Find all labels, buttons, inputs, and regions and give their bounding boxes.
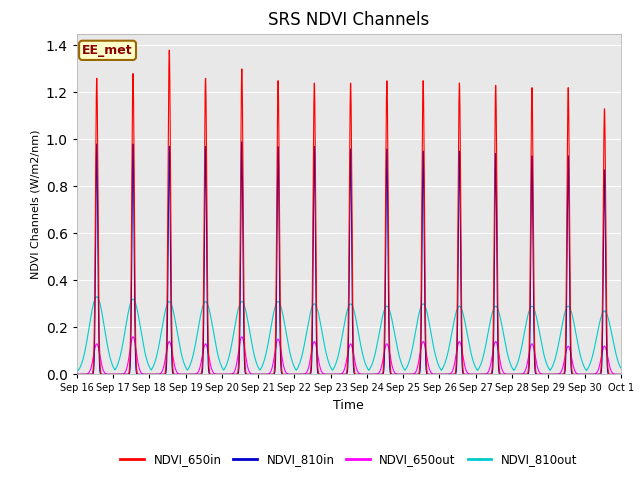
NDVI_650out [612, 372, 620, 377]
NDVI_650out [205, 354, 212, 360]
Title: SRS NDVI Channels: SRS NDVI Channels [268, 11, 429, 29]
NDVI_650in [612, 372, 620, 377]
NDVI_650in [317, 372, 324, 377]
NDVI_810out [612, 353, 620, 359]
Line: NDVI_650in: NDVI_650in [77, 50, 621, 374]
NDVI_810in [205, 369, 212, 375]
NDVI_810out [617, 365, 625, 371]
NDVI_810in [73, 372, 81, 377]
NDVI_650out [129, 334, 137, 340]
Line: NDVI_810in: NDVI_810in [77, 142, 621, 374]
Y-axis label: NDVI Channels (W/m2/nm): NDVI Channels (W/m2/nm) [30, 129, 40, 279]
NDVI_650out [617, 372, 625, 377]
NDVI_650out [202, 341, 210, 347]
NDVI_810in [617, 372, 625, 377]
NDVI_650out [278, 354, 286, 360]
NDVI_810in [238, 139, 246, 144]
NDVI_810in [278, 371, 286, 377]
NDVI_810out [93, 294, 100, 300]
NDVI_810in [317, 372, 324, 377]
NDVI_650in [166, 47, 173, 53]
X-axis label: Time: Time [333, 399, 364, 412]
NDVI_650in [617, 372, 625, 377]
NDVI_810out [317, 322, 324, 327]
NDVI_810out [200, 302, 207, 308]
NDVI_650out [73, 372, 81, 377]
NDVI_650out [317, 366, 324, 372]
NDVI_810out [73, 369, 81, 375]
NDVI_650out [200, 348, 207, 354]
Line: NDVI_810out: NDVI_810out [77, 297, 621, 372]
NDVI_650in [202, 103, 210, 109]
NDVI_650in [205, 363, 212, 369]
NDVI_650in [200, 317, 207, 323]
Line: NDVI_650out: NDVI_650out [77, 337, 621, 374]
NDVI_650in [278, 369, 286, 374]
NDVI_810out [202, 299, 210, 305]
NDVI_810in [612, 372, 620, 377]
NDVI_650in [73, 372, 81, 377]
Legend: NDVI_650in, NDVI_810in, NDVI_650out, NDVI_810out: NDVI_650in, NDVI_810in, NDVI_650out, NDV… [116, 448, 582, 471]
NDVI_810out [278, 307, 286, 313]
Text: EE_met: EE_met [82, 44, 133, 57]
NDVI_810in [202, 164, 210, 170]
NDVI_810in [199, 353, 207, 359]
NDVI_810out [205, 305, 212, 311]
